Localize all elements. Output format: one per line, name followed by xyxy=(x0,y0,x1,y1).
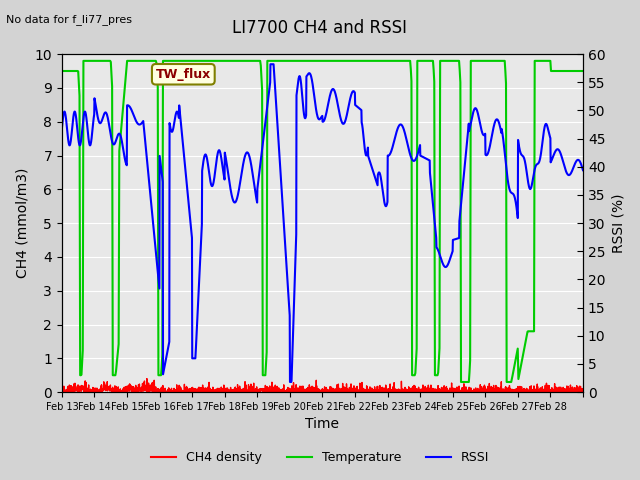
Temperature xyxy=(91,58,99,64)
Temperature xyxy=(390,58,398,64)
RSSI xyxy=(298,90,306,96)
CH4 density xyxy=(563,389,570,395)
Temperature xyxy=(79,58,87,64)
CH4 density xyxy=(569,389,577,395)
CH4 density xyxy=(258,386,266,392)
Legend: CH4 density, Temperature, RSSI: CH4 density, Temperature, RSSI xyxy=(146,446,494,469)
Y-axis label: RSSI (%): RSSI (%) xyxy=(611,193,625,253)
Temperature xyxy=(508,376,516,382)
Line: RSSI: RSSI xyxy=(62,64,583,382)
RSSI xyxy=(312,105,319,110)
RSSI xyxy=(286,379,294,385)
RSSI xyxy=(267,61,275,67)
CH4 density xyxy=(579,386,587,392)
CH4 density xyxy=(513,386,520,392)
CH4 density xyxy=(118,389,125,395)
RSSI xyxy=(84,135,92,141)
Temperature xyxy=(454,58,461,64)
Text: No data for f_li77_pres: No data for f_li77_pres xyxy=(6,14,132,25)
Text: TW_flux: TW_flux xyxy=(156,68,211,81)
RSSI xyxy=(469,111,477,117)
CH4 density xyxy=(143,376,150,382)
RSSI xyxy=(58,126,66,132)
RSSI xyxy=(564,172,572,178)
RSSI xyxy=(564,172,572,178)
Line: CH4 density: CH4 density xyxy=(62,379,583,392)
Temperature xyxy=(362,58,369,64)
X-axis label: Time: Time xyxy=(305,418,339,432)
Temperature xyxy=(375,58,383,64)
RSSI xyxy=(579,168,587,173)
Text: LI7700 CH4 and RSSI: LI7700 CH4 and RSSI xyxy=(232,19,408,37)
Temperature xyxy=(58,68,66,74)
Temperature xyxy=(579,68,587,74)
Line: Temperature: Temperature xyxy=(62,61,583,382)
Y-axis label: CH4 (mmol/m3): CH4 (mmol/m3) xyxy=(15,168,29,278)
CH4 density xyxy=(280,387,288,393)
CH4 density xyxy=(148,388,156,394)
Temperature xyxy=(457,379,465,385)
CH4 density xyxy=(58,388,66,394)
